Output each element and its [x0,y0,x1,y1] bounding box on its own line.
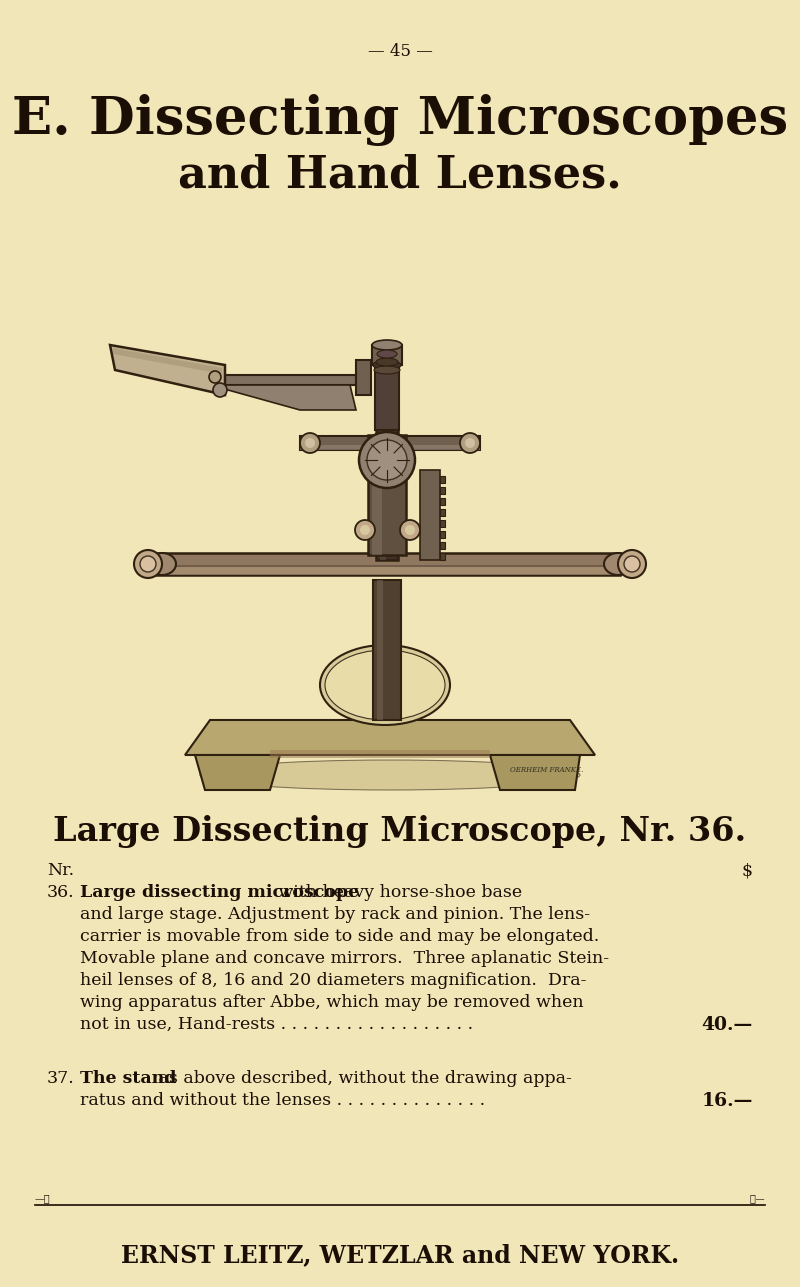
Circle shape [140,556,156,571]
Bar [270,750,490,758]
Text: 40.—: 40.— [702,1015,753,1033]
Text: as above described, without the drawing appa-: as above described, without the drawing … [153,1069,572,1088]
Bar [440,476,445,483]
Text: carrier is movable from side to side and may be elongated.: carrier is movable from side to side and… [80,928,599,945]
Ellipse shape [325,650,445,719]
Bar [368,435,406,555]
Text: 16.—: 16.— [702,1091,753,1109]
Ellipse shape [604,553,632,575]
Bar [376,400,398,560]
Polygon shape [113,347,222,375]
Ellipse shape [376,358,398,366]
Circle shape [400,520,420,541]
Circle shape [618,550,646,578]
Bar [373,580,401,719]
Bar [155,568,620,575]
Ellipse shape [377,350,397,358]
Ellipse shape [373,360,401,369]
Circle shape [305,438,315,448]
Text: $: $ [742,862,753,879]
Text: Large Dissecting Microscope, Nr. 36.: Large Dissecting Microscope, Nr. 36. [54,816,746,848]
Bar [377,580,383,719]
Polygon shape [185,719,595,755]
Ellipse shape [320,645,450,725]
Bar [440,520,445,526]
Circle shape [134,550,162,578]
Bar [372,345,402,366]
Bar [356,360,371,395]
Bar [155,565,615,568]
Text: not in use, Hand-rests . . . . . . . . . . . . . . . . . .: not in use, Hand-rests . . . . . . . . .… [80,1015,473,1033]
Text: The stand: The stand [80,1069,176,1088]
Bar [158,565,612,568]
Text: 36.: 36. [47,884,74,901]
Text: — 45 —: — 45 — [367,44,433,60]
Polygon shape [110,345,225,395]
Bar [420,470,440,560]
Text: —✔: —✔ [35,1194,50,1203]
Text: E. Dissecting Microscopes: E. Dissecting Microscopes [12,94,788,145]
Bar [372,435,382,555]
Text: and large stage. Adjustment by rack and pinion. The lens-: and large stage. Adjustment by rack and … [80,906,590,923]
Text: ✔—: ✔— [750,1194,765,1203]
Text: 37.: 37. [47,1069,74,1088]
Bar [161,565,609,568]
Text: and Hand Lenses.: and Hand Lenses. [178,153,622,197]
Circle shape [300,432,320,453]
Bar [440,532,445,538]
Bar [380,685,390,719]
Circle shape [213,384,227,396]
Circle shape [209,371,221,384]
Circle shape [405,525,415,535]
Bar [440,486,445,494]
Circle shape [460,432,480,453]
Ellipse shape [372,340,402,350]
Text: wing apparatus after Abbe, which may be removed when: wing apparatus after Abbe, which may be … [80,994,584,1012]
Ellipse shape [374,366,400,375]
Bar [440,508,445,516]
Bar [440,542,445,550]
Circle shape [360,525,370,535]
Bar [300,436,480,450]
Circle shape [465,438,475,448]
Text: Nr.: Nr. [47,862,74,879]
Circle shape [359,432,415,488]
Bar [375,360,399,430]
Bar [440,553,445,560]
Circle shape [624,556,640,571]
Bar [210,375,356,385]
Text: OERHEIM FRANKE.: OERHEIM FRANKE. [510,766,583,773]
Text: ratus and without the lenses . . . . . . . . . . . . . .: ratus and without the lenses . . . . . .… [80,1091,485,1109]
Bar [440,498,445,505]
Text: with heavy horse-shoe base: with heavy horse-shoe base [273,884,522,901]
Text: ERNST LEITZ, WETZLAR and NEW YORK.: ERNST LEITZ, WETZLAR and NEW YORK. [121,1243,679,1266]
Ellipse shape [200,761,580,790]
Bar [300,445,480,450]
Polygon shape [210,385,356,411]
Ellipse shape [148,553,176,575]
Polygon shape [195,755,280,790]
Text: Large dissecting microscope: Large dissecting microscope [80,884,359,901]
Text: Movable plane and concave mirrors.  Three aplanatic Stein-: Movable plane and concave mirrors. Three… [80,950,609,967]
Bar [155,553,620,575]
Bar [380,400,386,560]
Text: heil lenses of 8, 16 and 20 diameters magnification.  Dra-: heil lenses of 8, 16 and 20 diameters ma… [80,972,586,988]
Polygon shape [490,755,580,790]
Circle shape [367,440,407,480]
Circle shape [355,520,375,541]
